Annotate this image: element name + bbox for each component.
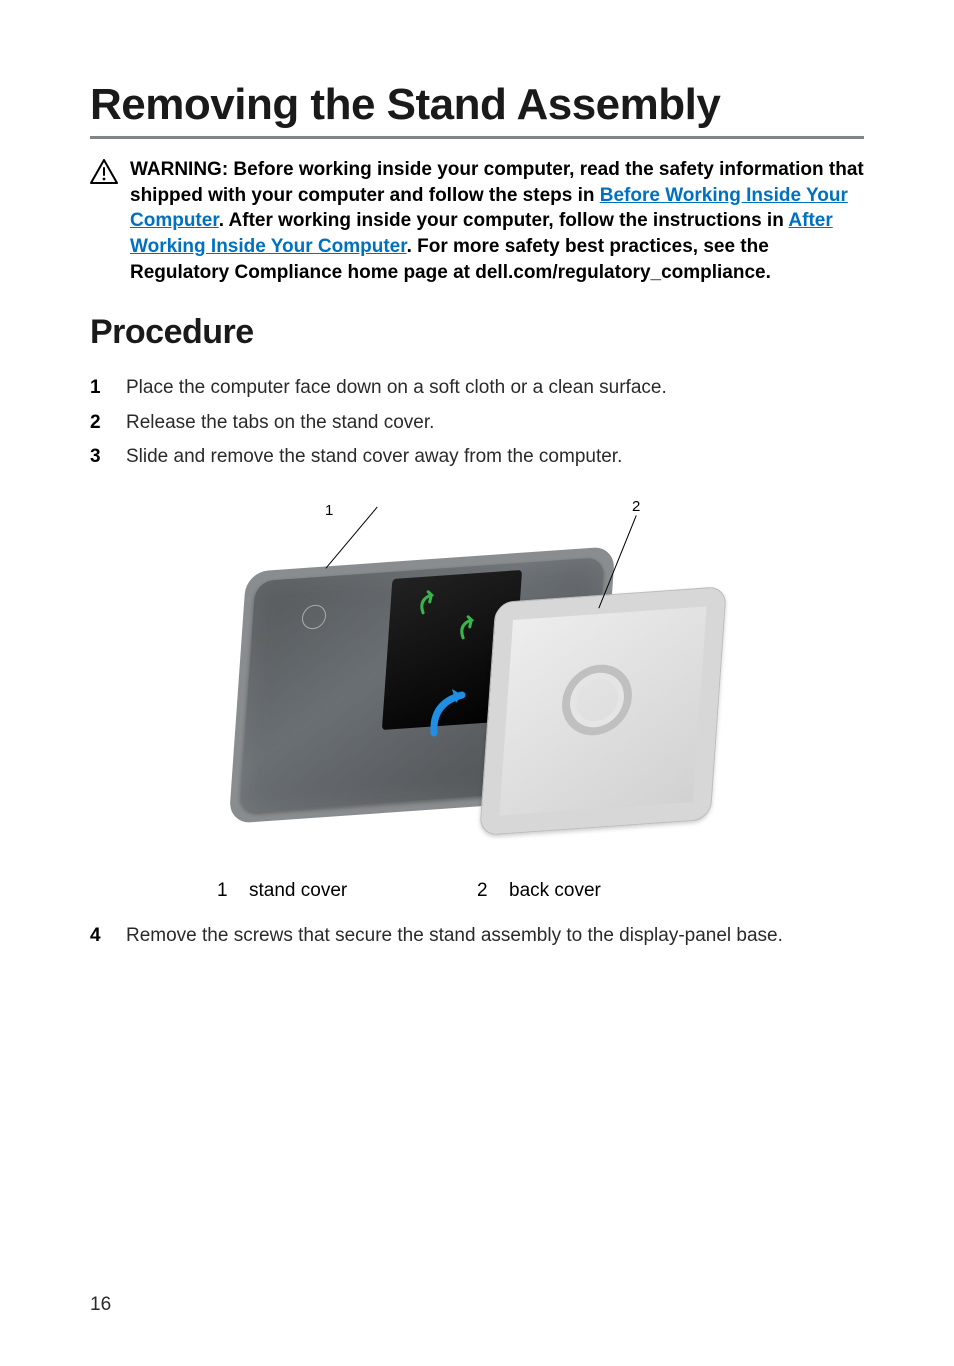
- warning-text: WARNING: Before working inside your comp…: [130, 157, 864, 285]
- legend-label-2: back cover: [509, 880, 601, 902]
- warning-mid1: . After working inside your computer, fo…: [219, 210, 789, 231]
- page-title: Removing the Stand Assembly: [90, 80, 864, 130]
- title-divider: [90, 136, 864, 139]
- step-2: Release the tabs on the stand cover.: [90, 409, 864, 438]
- figure-wrap: 1 2: [90, 490, 864, 870]
- legend-col-2: 2 back cover: [477, 880, 737, 902]
- legend-label-1: stand cover: [249, 880, 347, 902]
- warning-icon: [90, 159, 118, 190]
- warning-block: WARNING: Before working inside your comp…: [90, 157, 864, 285]
- legend-num-2: 2: [477, 880, 489, 902]
- step-3: Slide and remove the stand cover away fr…: [90, 443, 864, 472]
- callout-number-1: 1: [325, 502, 333, 519]
- procedure-list-cont: Remove the screws that secure the stand …: [90, 922, 864, 951]
- step-1: Place the computer face down on a soft c…: [90, 374, 864, 403]
- figure: 1 2: [217, 490, 737, 870]
- section-heading: Procedure: [90, 313, 864, 352]
- step-4: Remove the screws that secure the stand …: [90, 922, 864, 951]
- procedure-list: Place the computer face down on a soft c…: [90, 374, 864, 472]
- page-container: Removing the Stand Assembly WARNING: Bef…: [0, 0, 954, 1366]
- legend-col-1: 1 stand cover: [217, 880, 477, 902]
- page-number: 16: [90, 1294, 111, 1316]
- lift-arrow-icon: [422, 685, 482, 750]
- callout-number-2: 2: [632, 498, 640, 515]
- legend-num-1: 1: [217, 880, 229, 902]
- figure-legend: 1 stand cover 2 back cover: [217, 880, 737, 902]
